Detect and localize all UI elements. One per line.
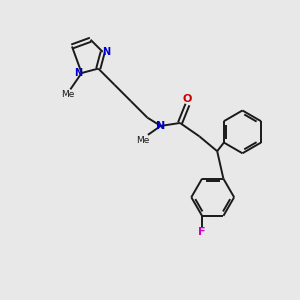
Text: Me: Me bbox=[61, 90, 75, 99]
Text: Me: Me bbox=[136, 136, 150, 145]
Text: O: O bbox=[183, 94, 192, 104]
Text: N: N bbox=[156, 121, 165, 131]
Text: F: F bbox=[198, 227, 206, 237]
Text: N: N bbox=[74, 68, 82, 78]
Text: N: N bbox=[103, 47, 111, 57]
